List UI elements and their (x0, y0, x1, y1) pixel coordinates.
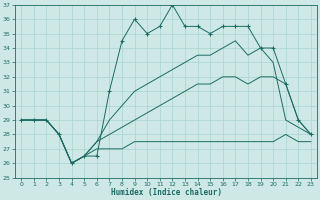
X-axis label: Humidex (Indice chaleur): Humidex (Indice chaleur) (111, 188, 221, 197)
